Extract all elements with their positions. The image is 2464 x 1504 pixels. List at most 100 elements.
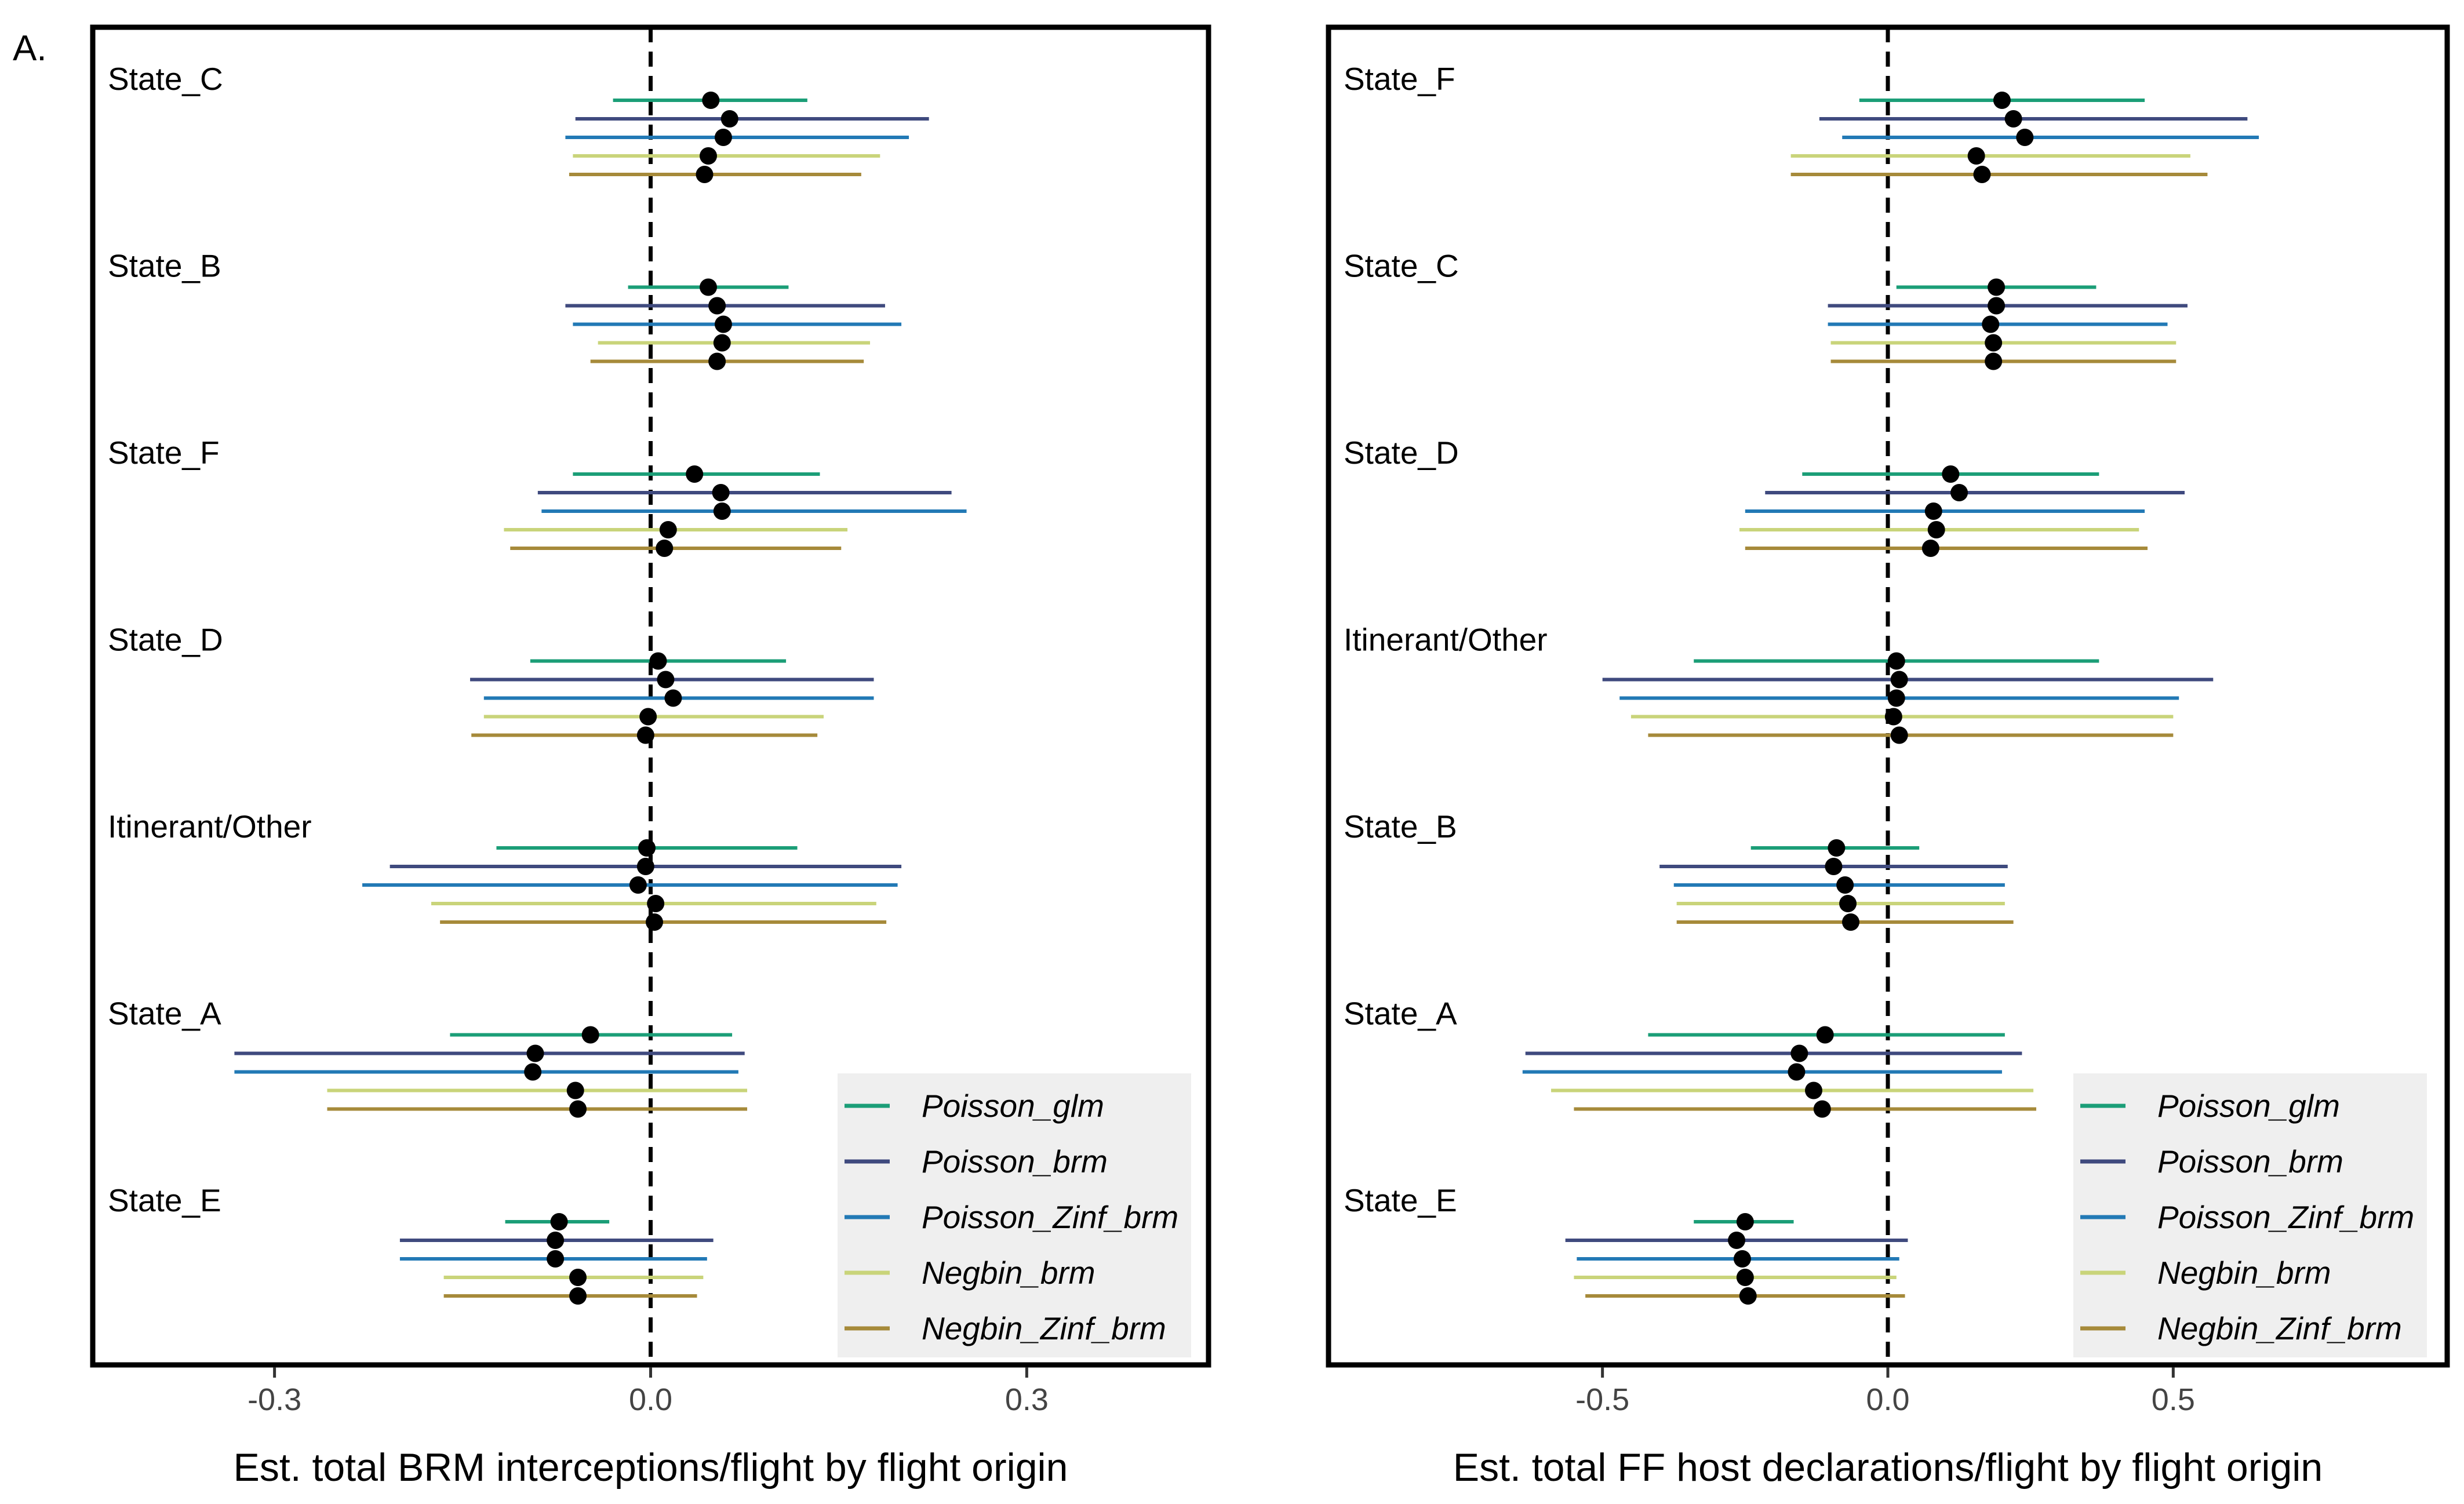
point-estimate — [569, 1269, 587, 1286]
point-estimate — [714, 315, 732, 333]
point-estimate — [1988, 278, 2006, 296]
point-estimate — [526, 1044, 544, 1062]
point-estimate — [1825, 858, 1843, 875]
legend-entry-label: Poisson_Zinf_brm — [2157, 1199, 2414, 1235]
point-estimate — [1841, 913, 1859, 931]
point-estimate — [1890, 671, 1908, 689]
point-estimate — [1836, 876, 1854, 894]
point-estimate — [1967, 147, 1985, 165]
point-estimate — [1736, 1213, 1754, 1230]
group-label: State_C — [1344, 248, 1459, 284]
x-tick-label: 0.0 — [629, 1382, 672, 1417]
legend-entry-label: Negbin_Zinf_brm — [2157, 1310, 2402, 1346]
point-estimate — [547, 1232, 565, 1249]
point-estimate — [712, 484, 730, 501]
group-label: State_B — [1344, 809, 1457, 844]
group-label: State_C — [108, 61, 223, 97]
group-label: State_E — [1344, 1182, 1457, 1218]
legend-entry-label: Poisson_glm — [2157, 1088, 2340, 1124]
point-estimate — [1728, 1232, 1746, 1249]
point-estimate — [1839, 895, 1857, 912]
legend-entry-label: Poisson_Zinf_brm — [922, 1199, 1178, 1235]
legend-entry-label: Negbin_brm — [922, 1255, 1095, 1291]
point-estimate — [1988, 297, 2006, 315]
legend-background — [838, 1073, 1191, 1357]
point-estimate — [656, 540, 674, 557]
legend-entry-label: Negbin_Zinf_brm — [922, 1310, 1166, 1346]
legend-background — [2073, 1073, 2427, 1357]
legend: Poisson_glm Poisson_brm Poisson_Zinf_brm Ne… — [2073, 1073, 2427, 1357]
point-estimate — [702, 92, 720, 109]
point-estimate — [569, 1287, 587, 1305]
point-estimate — [647, 895, 665, 912]
point-estimate — [708, 297, 726, 315]
point-estimate — [639, 708, 657, 726]
point-estimate — [524, 1063, 542, 1081]
group-label: Itinerant/Other — [1344, 622, 1548, 658]
point-estimate — [1890, 726, 1908, 744]
point-estimate — [649, 652, 667, 670]
group-label: State_D — [1344, 435, 1459, 471]
point-estimate — [1804, 1081, 1822, 1099]
point-estimate — [636, 858, 654, 875]
point-estimate — [657, 671, 675, 689]
group-label: State_B — [108, 248, 221, 284]
point-estimate — [547, 1250, 565, 1268]
point-estimate — [645, 913, 663, 931]
point-estimate — [699, 147, 717, 165]
chart-panel-2: State_F State_C State_D Itinerant/Other Stat… — [1326, 24, 2450, 1490]
point-estimate — [1887, 689, 1905, 707]
point-estimate — [664, 689, 682, 707]
legend-entry-label: Poisson_brm — [922, 1144, 1108, 1179]
point-estimate — [1985, 334, 2003, 352]
point-estimate — [1924, 502, 1942, 520]
point-estimate — [569, 1100, 587, 1118]
point-estimate — [1816, 1026, 1834, 1044]
point-estimate — [581, 1026, 599, 1044]
point-estimate — [2004, 110, 2022, 128]
x-tick-label: 0.3 — [1005, 1382, 1049, 1417]
panel-tag: A. — [13, 28, 47, 68]
point-estimate — [638, 839, 656, 857]
x-axis-label: Est. total BRM interceptions/flight by f… — [234, 1445, 1068, 1490]
point-estimate — [1985, 352, 2003, 370]
point-estimate — [1733, 1250, 1751, 1268]
point-estimate — [713, 334, 731, 352]
group-label: State_D — [108, 622, 223, 658]
point-estimate — [1927, 521, 1945, 538]
point-estimate — [1736, 1269, 1754, 1286]
point-estimate — [696, 166, 714, 183]
x-tick-label: 0.5 — [2152, 1382, 2195, 1417]
point-estimate — [1973, 166, 1991, 183]
point-estimate — [1790, 1044, 1808, 1062]
point-estimate — [1982, 315, 2000, 333]
point-estimate — [1739, 1287, 1757, 1305]
point-estimate — [686, 465, 704, 483]
point-estimate — [708, 352, 726, 370]
x-tick-label: 0.0 — [1866, 1382, 1909, 1417]
point-estimate — [659, 521, 677, 538]
point-estimate — [1813, 1100, 1831, 1118]
point-estimate — [1828, 839, 1846, 857]
point-estimate — [1887, 652, 1905, 670]
point-estimate — [629, 876, 647, 894]
point-estimate — [566, 1081, 584, 1099]
group-label: State_A — [108, 996, 221, 1032]
legend: Poisson_glm Poisson_brm Poisson_Zinf_brm Ne… — [838, 1073, 1191, 1357]
point-estimate — [636, 726, 654, 744]
point-estimate — [1921, 540, 1939, 557]
group-label: State_F — [1344, 61, 1455, 97]
x-axis-label: Est. total FF host declarations/flight b… — [1453, 1445, 2323, 1490]
point-estimate — [2016, 129, 2034, 146]
x-tick-label: -0.3 — [248, 1382, 301, 1417]
point-estimate — [720, 110, 738, 128]
point-estimate — [699, 278, 717, 296]
point-estimate — [714, 129, 732, 146]
legend-entry-label: Negbin_brm — [2157, 1255, 2331, 1291]
group-label: State_E — [108, 1182, 221, 1218]
group-label: Itinerant/Other — [108, 809, 312, 844]
x-tick-label: -0.5 — [1575, 1382, 1629, 1417]
group-label: State_F — [108, 435, 220, 471]
chart-panel-1: State_C State_B State_F State_D Itinerant/Ot… — [90, 24, 1211, 1490]
